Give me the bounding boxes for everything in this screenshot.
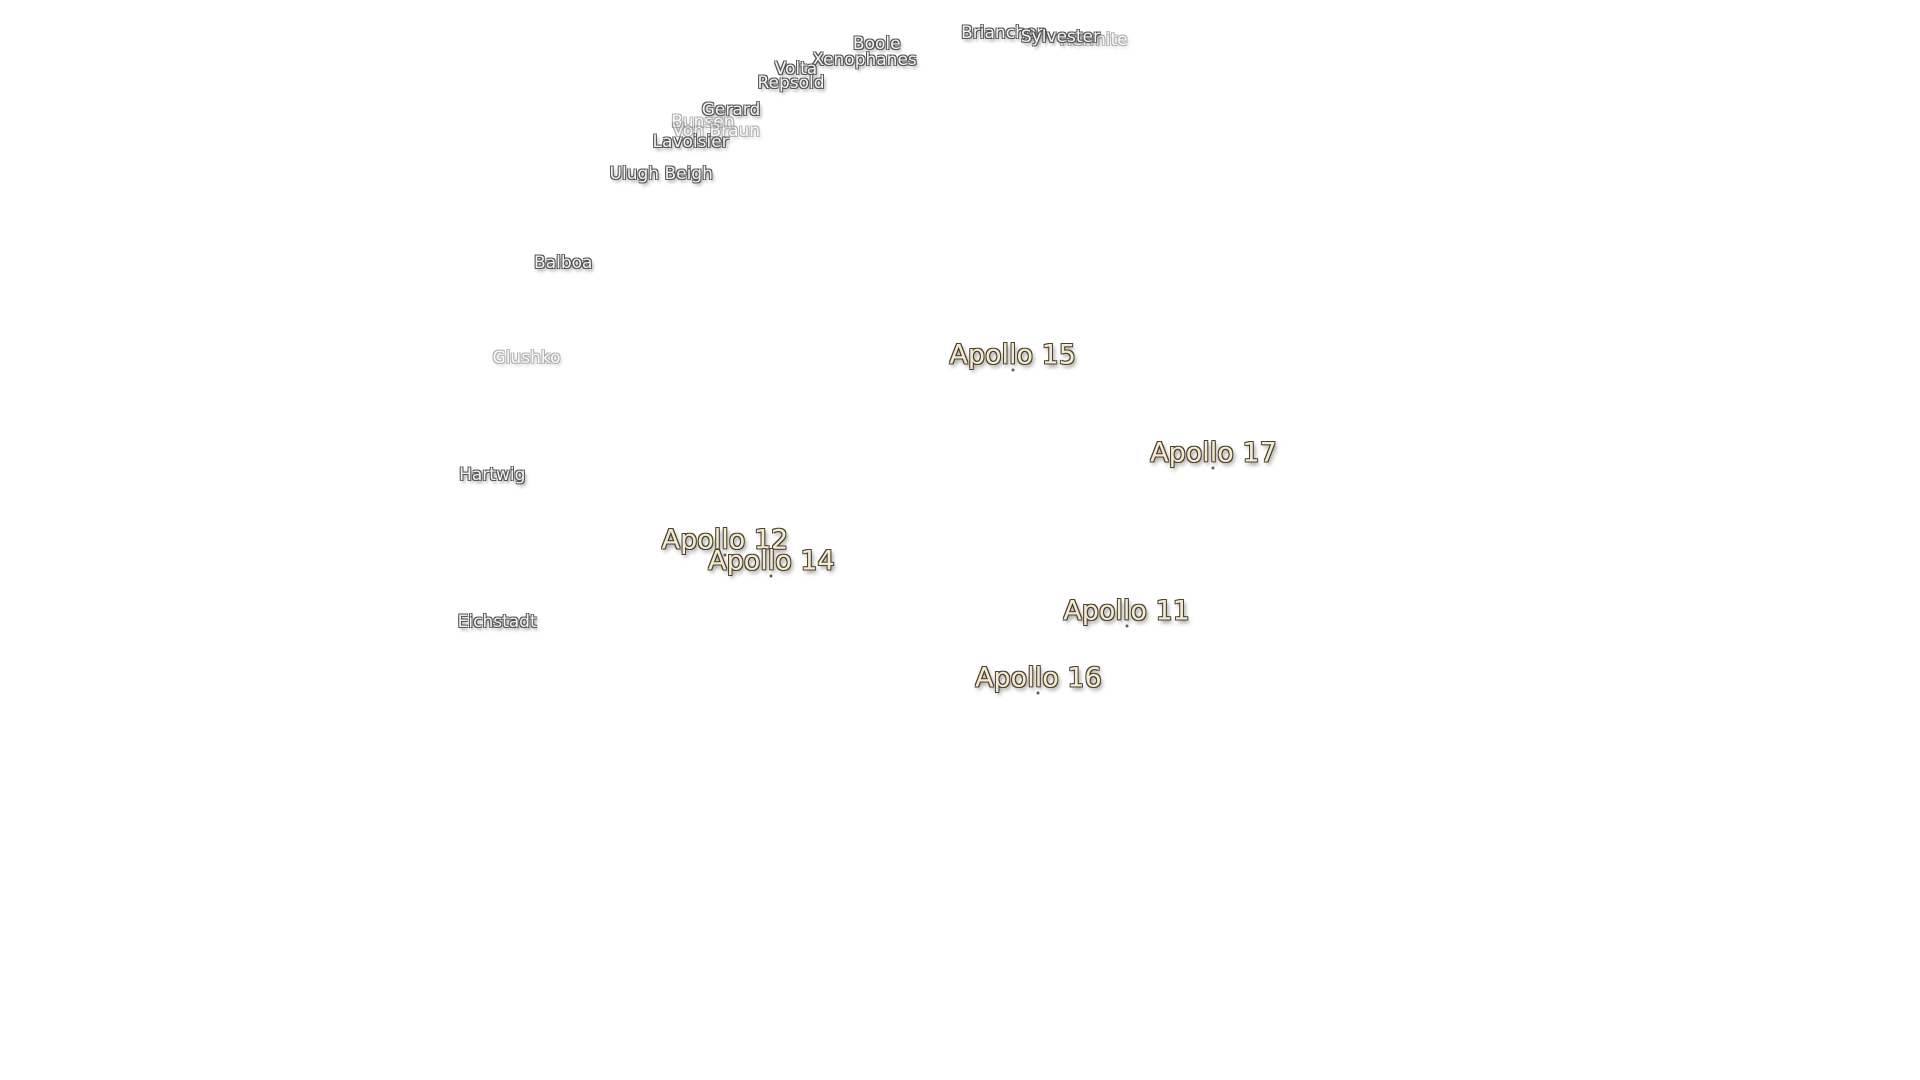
landing-site-marker[interactable] bbox=[723, 553, 727, 557]
crater-label[interactable]: Glushko bbox=[492, 347, 561, 368]
crater-label[interactable]: Boole bbox=[852, 34, 901, 55]
crater-label[interactable]: Hartwig bbox=[459, 465, 526, 486]
crater-label[interactable]: Repsold bbox=[757, 73, 825, 94]
landing-site-marker[interactable] bbox=[1125, 624, 1129, 628]
landing-site-label[interactable]: Apollo 15 bbox=[949, 339, 1076, 371]
crater-label[interactable]: Volta bbox=[774, 58, 818, 79]
landing-site-label[interactable]: Apollo 12 bbox=[661, 524, 789, 556]
landing-site-label[interactable]: Apollo 16 bbox=[975, 662, 1102, 694]
crater-label[interactable]: Bunsen bbox=[671, 112, 735, 133]
crater-label[interactable]: Ulugh Beigh bbox=[609, 163, 713, 184]
landing-site-label[interactable]: Apollo 11 bbox=[1063, 595, 1190, 627]
crater-label[interactable]: Gerard bbox=[701, 100, 761, 121]
crater-label[interactable]: Eichstadt bbox=[457, 612, 537, 633]
landing-site-marker[interactable] bbox=[769, 574, 773, 577]
crater-label[interactable]: Brianchon bbox=[961, 23, 1048, 44]
crater-label[interactable]: Lavoisier bbox=[652, 132, 729, 153]
landing-site-marker[interactable] bbox=[1036, 691, 1040, 695]
crater-label[interactable]: Balboa bbox=[534, 253, 593, 274]
landing-site-marker[interactable] bbox=[1211, 466, 1215, 470]
landing-site-marker[interactable] bbox=[1011, 368, 1015, 372]
crater-label[interactable]: Hermite bbox=[1059, 30, 1128, 51]
landing-site-label[interactable]: Apollo 14 bbox=[708, 545, 835, 577]
crater-label[interactable]: Xenophanes bbox=[812, 50, 917, 70]
crater-label[interactable]: Von Braun bbox=[672, 121, 761, 142]
crater-label[interactable]: Sylvester bbox=[1020, 26, 1100, 47]
landing-site-label[interactable]: Apollo 17 bbox=[1150, 437, 1277, 469]
